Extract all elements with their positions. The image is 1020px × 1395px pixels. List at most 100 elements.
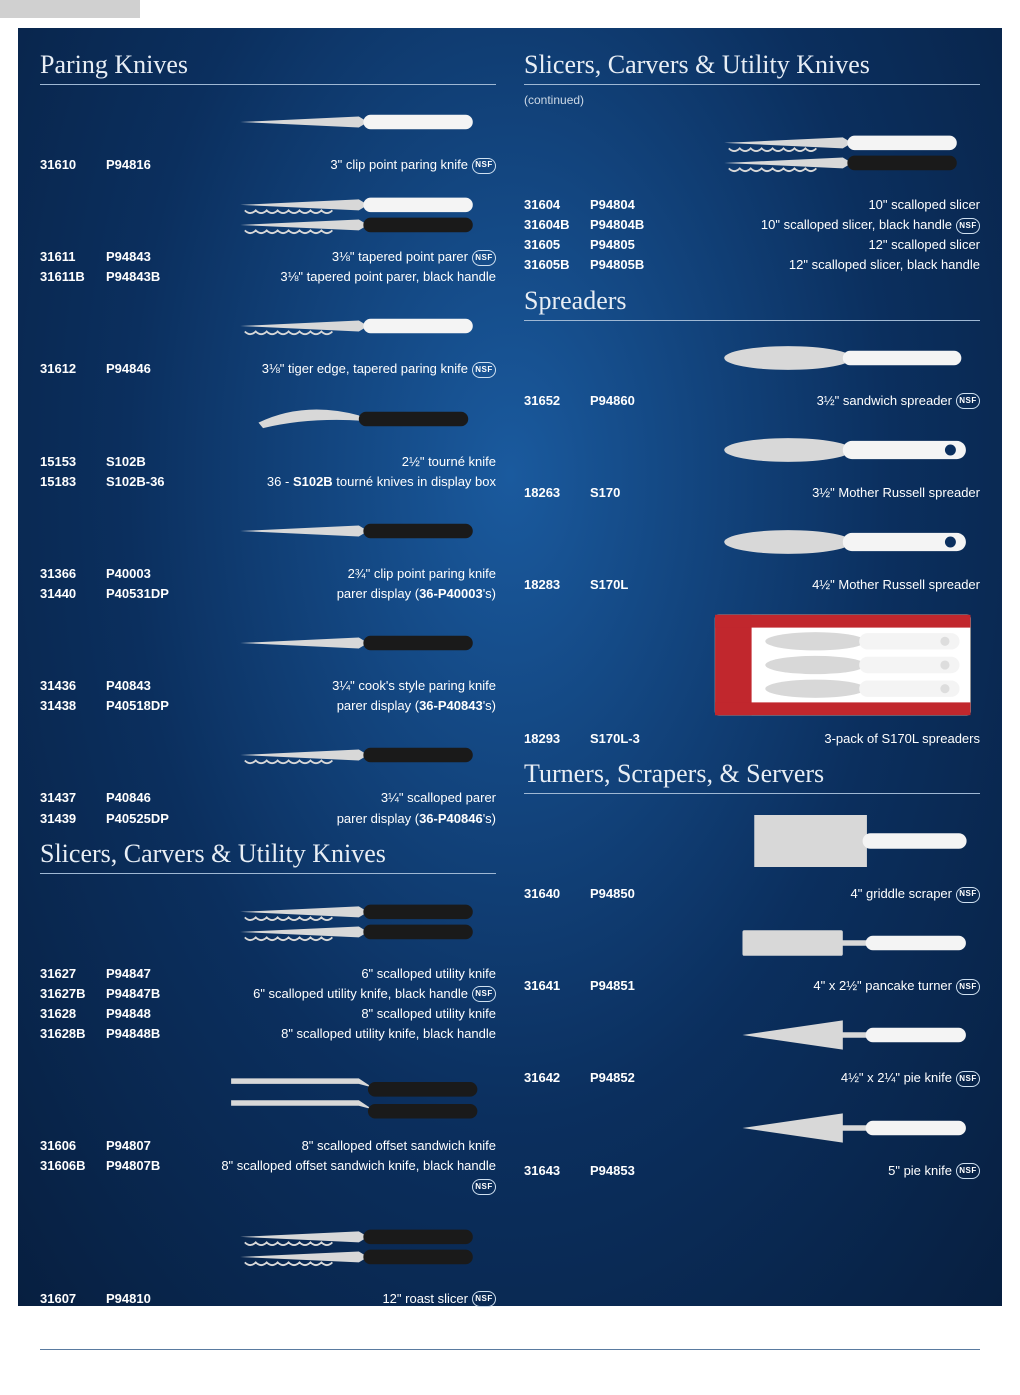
section-subtitle: (continued): [524, 93, 980, 107]
product-code: P94852: [590, 1068, 680, 1088]
product-group: 31611P948433⅛" tapered point parerNSF316…: [40, 185, 496, 287]
product-row: 31440P40531DPparer display (36-P40003's): [40, 584, 496, 604]
product-row: 31438P40518DPparer display (36-P40843's): [40, 696, 496, 716]
product-group: 31641P948514" x 2½" pancake turnerNSF: [524, 914, 980, 996]
product-code: P94807: [106, 1136, 196, 1156]
product-desc: 4½" x 2¼" pie knifeNSF: [688, 1068, 980, 1088]
product-code: P94843: [106, 247, 196, 267]
product-row: 31605P9480512" scalloped slicer: [524, 235, 980, 255]
product-image: [706, 914, 980, 972]
product-group: 31652P948603½" sandwich spreaderNSF: [524, 329, 980, 411]
product-code: P94853: [590, 1161, 680, 1181]
product-desc: 5" pie knifeNSF: [688, 1161, 980, 1181]
sku: 31652: [524, 391, 582, 411]
section-title: Slicers, Carvers & Utility Knives: [524, 50, 980, 85]
nsf-icon: NSF: [472, 1291, 496, 1307]
product-desc: 3⅛" tiger edge, tapered paring knifeNSF: [204, 359, 496, 379]
product-row: 31606P948078" scalloped offset sandwich …: [40, 1136, 496, 1156]
product-row: 31607BP94810B12" roast slicer, black han…: [40, 1309, 496, 1329]
product-code: P94804B: [590, 215, 680, 235]
product-code: S170: [590, 483, 680, 503]
product-row: 31641P948514" x 2½" pancake turnerNSF: [524, 976, 980, 996]
product-image: [706, 421, 980, 479]
product-code: P40843: [106, 676, 196, 696]
sku: 31627B: [40, 984, 98, 1004]
section-title: Slicers, Carvers & Utility Knives: [40, 839, 496, 874]
product-group: 31612P948463⅛" tiger edge, tapered parin…: [40, 297, 496, 379]
product-code: P94810: [106, 1289, 196, 1309]
sku: 31606B: [40, 1156, 98, 1176]
sku: 15183: [40, 472, 98, 492]
product-row: 31652P948603½" sandwich spreaderNSF: [524, 391, 980, 411]
product-code: P94807B: [106, 1156, 196, 1176]
nsf-icon: NSF: [472, 986, 496, 1002]
product-code: P94804: [590, 195, 680, 215]
product-row: 15153S102B2½" tourné knife: [40, 452, 496, 472]
product-code: P40531DP: [106, 584, 196, 604]
product-code: S102B-36: [106, 472, 196, 492]
product-image: [706, 513, 980, 571]
product-desc: 4½" Mother Russell spreader: [688, 575, 980, 595]
product-image: [222, 726, 496, 784]
product-code: P94846: [106, 359, 196, 379]
product-image: [222, 297, 496, 355]
product-image: [222, 502, 496, 560]
product-row: 15183 S102B-36 36 - S102B tourné knives in…: [40, 472, 496, 492]
section-title: Paring Knives: [40, 50, 496, 85]
product-group: 31437P408463¼" scalloped parer31439P4052…: [40, 726, 496, 828]
product-code: P94843B: [106, 267, 196, 287]
product-group: 31436P408433¼" cook's style paring knife…: [40, 614, 496, 716]
sku: 31440: [40, 584, 98, 604]
product-row: 31642 P94852 4½" x 2¼" pie knifeNSF: [524, 1068, 980, 1088]
sku: 18263: [524, 483, 582, 503]
product-image: [706, 1006, 980, 1064]
product-group: 18283S170L4½" Mother Russell spreader: [524, 513, 980, 595]
product-desc: 3¼" cook's style paring knife: [204, 676, 496, 696]
sku: 31611: [40, 247, 98, 267]
catalog-page: Paring Knives31610P948163" clip point pa…: [18, 28, 1002, 1306]
product-group: 31607 P94810 12" roast slicerNSF 31607B P948…: [40, 1207, 496, 1329]
sku: 31642: [524, 1068, 582, 1088]
product-row: 18283S170L4½" Mother Russell spreader: [524, 575, 980, 595]
nsf-icon: NSF: [472, 1179, 496, 1195]
sku: 31607B: [40, 1309, 98, 1329]
product-code: S170L: [590, 575, 680, 595]
product-desc: 12" roast slicerNSF: [204, 1289, 496, 1309]
product-desc: 2¾" clip point paring knife: [204, 564, 496, 584]
product-desc: 8" scalloped offset sandwich knife, blac…: [204, 1156, 496, 1196]
product-row: 31612P948463⅛" tiger edge, tapered parin…: [40, 359, 496, 379]
sku: 31607: [40, 1289, 98, 1309]
product-code: P40525DP: [106, 809, 196, 829]
product-image: [222, 93, 496, 151]
product-code: P94810B: [106, 1309, 196, 1329]
product-desc: 8" scalloped utility knife, black handle: [204, 1024, 496, 1044]
product-code: P94847: [106, 964, 196, 984]
product-group: 18293S170L-33-pack of S170L spreaders: [524, 605, 980, 749]
sku: 31628B: [40, 1024, 98, 1044]
product-image: [222, 185, 496, 243]
top-tab: [0, 0, 140, 18]
product-code: P94860: [590, 391, 680, 411]
product-image: [706, 802, 980, 880]
product-image: [706, 1099, 980, 1157]
product-row: 31604P9480410" scalloped slicer: [524, 195, 980, 215]
product-row: 31604BP94804B10" scalloped slicer, black…: [524, 215, 980, 235]
product-row: 31605BP94805B12" scalloped slicer, black…: [524, 255, 980, 275]
product-image: [706, 113, 980, 191]
nsf-icon: NSF: [472, 250, 496, 266]
product-desc: 3" clip point paring knifeNSF: [204, 155, 496, 175]
right-column: Slicers, Carvers & Utility Knives (contin…: [524, 46, 980, 1339]
sku: 31611B: [40, 267, 98, 287]
product-group: 31627P948476" scalloped utility knife316…: [40, 882, 496, 1045]
sku: 18293: [524, 729, 582, 749]
product-row: 31611P948433⅛" tapered point parerNSF: [40, 247, 496, 267]
product-row: 31366P400032¾" clip point paring knife: [40, 564, 496, 584]
nsf-icon: NSF: [472, 158, 496, 174]
product-desc: 3⅛" tapered point parer, black handle: [204, 267, 496, 287]
product-desc: 36 - S102B tourné knives in display box: [204, 472, 496, 492]
left-column: Paring Knives31610P948163" clip point pa…: [40, 46, 496, 1339]
product-desc: 12" scalloped slicer, black handle: [688, 255, 980, 275]
product-code: P40846: [106, 788, 196, 808]
sku: 31627: [40, 964, 98, 984]
sku: 31604: [524, 195, 582, 215]
